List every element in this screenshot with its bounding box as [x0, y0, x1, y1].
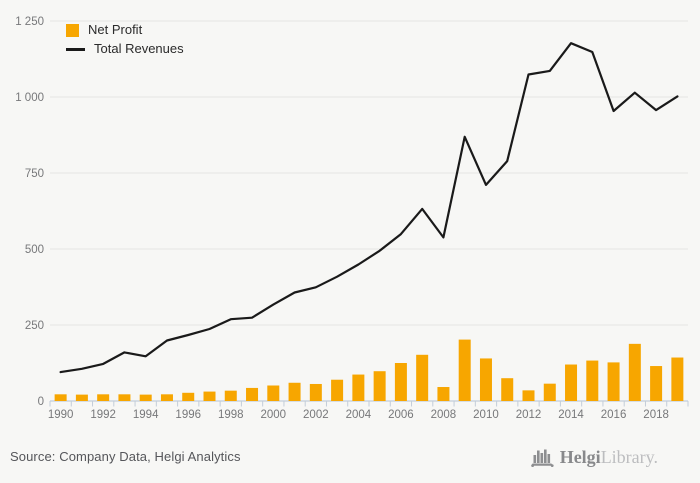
y-tick-label-0: 0	[38, 396, 44, 408]
bar-net-profit-2014[interactable]	[565, 364, 578, 401]
y-tick-label-1250: 1 250	[15, 16, 44, 28]
x-tick-label-2014: 2014	[558, 409, 584, 421]
bar-net-profit-2017[interactable]	[628, 343, 641, 401]
bar-net-profit-1993[interactable]	[118, 394, 131, 401]
bar-net-profit-2011[interactable]	[501, 378, 514, 401]
bar-net-profit-2002[interactable]	[309, 383, 322, 401]
helgi-library-logo[interactable]: HelgiLibrary.	[530, 446, 658, 468]
bar-net-profit-2010[interactable]	[479, 358, 492, 401]
bar-net-profit-1991[interactable]	[75, 394, 88, 401]
bar-net-profit-1994[interactable]	[139, 394, 152, 401]
bar-net-profit-2005[interactable]	[373, 371, 386, 401]
total-revenues-line-swatch-icon	[66, 47, 85, 51]
logo-text-library: Library.	[600, 446, 658, 467]
helgi-skyline-icon	[530, 449, 554, 467]
bar-net-profit-1995[interactable]	[160, 394, 173, 401]
bar-net-profit-2007[interactable]	[416, 354, 429, 401]
y-tick-label-250: 250	[25, 320, 44, 332]
net-profit-swatch-icon	[66, 23, 79, 37]
legend-label-net-profit: Net Profit	[88, 22, 143, 37]
revenue-profit-chart: 0 250 500 750 1 000 1 250 1990 1992 1994 1996 1998…	[15, 16, 689, 421]
legend-item-net-profit: Net Profit	[66, 23, 184, 37]
x-tick-label-1992: 1992	[90, 409, 116, 421]
x-tick-label-2002: 2002	[303, 409, 329, 421]
bar-net-profit-2000[interactable]	[267, 385, 280, 401]
bar-net-profit-1992[interactable]	[97, 394, 110, 401]
x-tick-label-2012: 2012	[516, 409, 542, 421]
x-tick-label-2016: 2016	[601, 409, 627, 421]
bar-net-profit-1997[interactable]	[203, 391, 216, 401]
bar-net-profit-2012[interactable]	[522, 390, 535, 401]
x-tick-label-2006: 2006	[388, 409, 414, 421]
x-tick-label-1998: 1998	[218, 409, 244, 421]
bar-net-profit-2015[interactable]	[586, 360, 599, 401]
bar-net-profit-2019[interactable]	[671, 357, 684, 401]
bar-net-profit-1990[interactable]	[54, 394, 67, 401]
x-tick-label-2000: 2000	[261, 409, 287, 421]
x-tick-label-2008: 2008	[431, 409, 457, 421]
bar-net-profit-2004[interactable]	[352, 374, 365, 401]
x-tick-label-1994: 1994	[133, 409, 159, 421]
bar-net-profit-1998[interactable]	[224, 390, 237, 401]
bar-net-profit-1999[interactable]	[246, 387, 259, 401]
source-note: Source: Company Data, Helgi Analytics	[10, 449, 241, 464]
x-tick-label-2004: 2004	[346, 409, 372, 421]
y-tick-label-1000: 1 000	[15, 92, 44, 104]
bar-net-profit-2018[interactable]	[650, 366, 663, 401]
x-tick-label-1990: 1990	[48, 409, 74, 421]
y-tick-label-500: 500	[25, 244, 44, 256]
bar-net-profit-2006[interactable]	[394, 363, 407, 401]
logo-text-helgi: Helgi	[559, 446, 601, 467]
bar-net-profit-2009[interactable]	[458, 339, 471, 401]
x-tick-label-2010: 2010	[473, 409, 499, 421]
bar-net-profit-2008[interactable]	[437, 387, 450, 401]
bar-net-profit-2013[interactable]	[543, 383, 556, 401]
y-tick-label-750: 750	[25, 168, 44, 180]
x-tick-label-2018: 2018	[643, 409, 669, 421]
legend-item-total-revenues: Total Revenues	[66, 42, 184, 56]
chart-footer: Source: Company Data, Helgi Analytics He…	[0, 430, 700, 483]
bar-net-profit-2001[interactable]	[288, 382, 301, 401]
x-tick-label-1996: 1996	[175, 409, 201, 421]
bar-net-profit-2003[interactable]	[331, 379, 344, 401]
total-revenues-line[interactable]	[59, 42, 679, 374]
chart-legend: Net Profit Total Revenues	[66, 23, 184, 56]
bar-net-profit-1996[interactable]	[182, 392, 195, 401]
legend-label-total-revenues: Total Revenues	[94, 41, 184, 56]
bar-net-profit-2016[interactable]	[607, 362, 620, 401]
